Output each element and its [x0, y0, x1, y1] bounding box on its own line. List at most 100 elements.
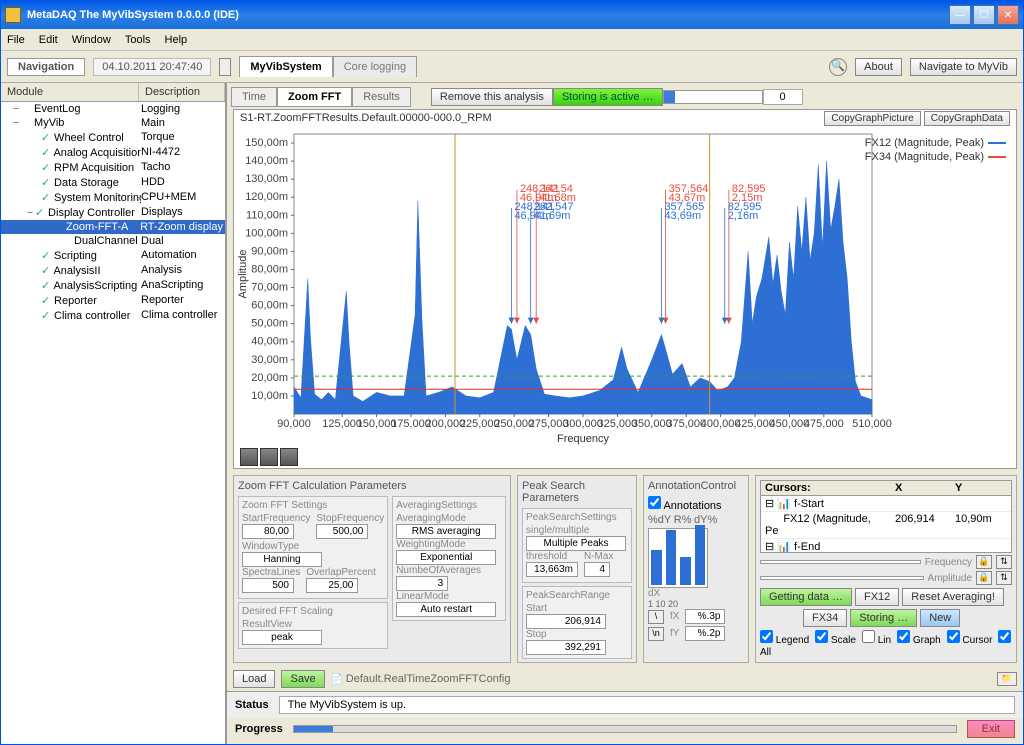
frequency-value [760, 560, 921, 564]
check-lin[interactable]: Lin [862, 635, 891, 646]
tree-row[interactable]: ✓ Data StorageHDD [1, 175, 225, 190]
svg-text:110,00m: 110,00m [246, 209, 288, 221]
crosshair-tool-icon[interactable] [240, 448, 258, 466]
tree-row[interactable]: ✓ ScriptingAutomation [1, 248, 225, 263]
save-button[interactable]: Save [281, 670, 324, 688]
cursors-table[interactable]: Cursors:XY ⊟ 📊 f-Start FX12 (Magnitude, … [760, 480, 1012, 553]
linmode-select[interactable]: Auto restart [396, 602, 496, 617]
weight-label: WeightingMode [396, 539, 502, 550]
tab-myvibsystem[interactable]: MyVibSystem [239, 56, 332, 77]
overlap-input[interactable]: 25,00 [306, 578, 358, 593]
annc-lbl0: %dY [648, 514, 671, 526]
numavg-input[interactable]: 3 [396, 576, 448, 591]
search-icon[interactable]: 🔍 [829, 58, 847, 76]
check-graph[interactable]: Graph [897, 635, 941, 646]
freq-lock-icon[interactable]: 🔒 [976, 555, 992, 569]
tree-body[interactable]: − EventLogLogging− MyVibMain✓ Wheel Cont… [1, 102, 225, 744]
copy-graph-data-button[interactable]: CopyGraphData [924, 111, 1010, 126]
annc-title: AnnotationControl [648, 480, 744, 492]
reset-averaging-button[interactable]: Reset Averaging! [902, 588, 1004, 606]
peak-mode-select[interactable]: Multiple Peaks [526, 536, 626, 551]
folder-icon[interactable]: 📁 [997, 672, 1017, 686]
peak-nmax-input[interactable]: 4 [584, 562, 610, 577]
fx-format-input[interactable]: %.3p [685, 609, 725, 624]
tree-row[interactable]: ✓ ReporterReporter [1, 293, 225, 308]
cursor-row[interactable]: ⊟ 📊 f-Start [761, 496, 1011, 512]
avgmode-select[interactable]: RMS averaging [396, 524, 496, 539]
progress-value: 0 [763, 89, 803, 105]
peak-thresh-input[interactable]: 13,663m [526, 562, 578, 577]
new-button[interactable]: New [920, 609, 960, 627]
exit-button[interactable]: Exit [967, 720, 1015, 738]
fx-lock-icon[interactable]: \ [648, 610, 664, 624]
stopfreq-label: StopFrequency [316, 513, 384, 524]
copy-graph-picture-button[interactable]: CopyGraphPicture [824, 111, 920, 126]
tree-row[interactable]: ✓ System MonitoringCPU+MEM [1, 190, 225, 205]
tree-row[interactable]: ✓ Wheel ControlTorque [1, 130, 225, 145]
svg-text:FX34 (Magnitude, Peak): FX34 (Magnitude, Peak) [865, 151, 984, 163]
menu-edit[interactable]: Edit [39, 34, 58, 46]
peak-start-input[interactable]: 206,914 [526, 614, 606, 629]
peak-stop-input[interactable]: 392,291 [526, 640, 606, 655]
storing-button[interactable]: Storing … [850, 609, 917, 627]
svg-text:50,00m: 50,00m [251, 318, 288, 330]
tree-row[interactable]: ✓ Clima controllerClima controller [1, 308, 225, 323]
nav-control-icon[interactable] [219, 58, 231, 76]
menu-tools[interactable]: Tools [125, 34, 151, 46]
spectralines-input[interactable]: 500 [242, 578, 294, 593]
menu-file[interactable]: File [7, 34, 25, 46]
remove-analysis-button[interactable]: Remove this analysis [431, 88, 553, 106]
zoom-tool-icon[interactable] [260, 448, 278, 466]
storing-active-button[interactable]: Storing is active … [553, 88, 663, 106]
getting-data-button[interactable]: Getting data … [760, 588, 852, 606]
windowtype-select[interactable]: Hanning [242, 552, 322, 567]
tree-row[interactable]: − MyVibMain [1, 116, 225, 130]
svg-text:120,00m: 120,00m [245, 191, 288, 203]
spectrum-chart[interactable]: 10,00m20,00m30,00m40,00m50,00m60,00m70,0… [234, 126, 1012, 446]
menu-help[interactable]: Help [165, 34, 188, 46]
peak-stop-label: Stop [526, 629, 628, 640]
amplitude-label: Amplitude [928, 573, 972, 584]
pan-tool-icon[interactable] [280, 448, 298, 466]
tree-row[interactable]: −✓ Display ControllerDisplays [1, 205, 225, 220]
resultview-select[interactable]: peak [242, 630, 322, 645]
menu-window[interactable]: Window [72, 34, 111, 46]
weight-select[interactable]: Exponential [396, 550, 496, 565]
load-button[interactable]: Load [233, 670, 275, 688]
tree-row[interactable]: − EventLogLogging [1, 102, 225, 116]
tree-row[interactable]: ✓ Analog AcquisitionNI-4472 [1, 145, 225, 160]
startfreq-input[interactable]: 80,00 [242, 524, 294, 539]
cursors-header-y: Y [951, 481, 1001, 495]
subtab-time[interactable]: Time [231, 87, 277, 107]
minimize-button[interactable]: — [949, 5, 971, 25]
fx12-button[interactable]: FX12 [855, 588, 899, 606]
status-strip: Status The MyVibSystem is up. [227, 691, 1023, 718]
subtab-zoom-fft[interactable]: Zoom FFT [277, 87, 352, 107]
tree-row[interactable]: ✓ AnalysisIIAnalysis [1, 263, 225, 278]
cursor-row[interactable]: FX12 (Magnitude, Pe206,91410,90m [761, 512, 1011, 539]
tree-row[interactable]: ✓ AnalysisScriptingAnaScripting [1, 278, 225, 293]
tree-row[interactable]: DualChannel [0]Dual [1, 234, 225, 248]
maximize-button[interactable]: ☐ [973, 5, 995, 25]
fy-format-input[interactable]: %.2p [685, 626, 725, 641]
amp-lock-icon[interactable]: 🔒 [976, 571, 992, 585]
subtab-results[interactable]: Results [352, 87, 411, 107]
tree-row[interactable]: Zoom-FFT-ART-Zoom display [1, 220, 225, 234]
close-button[interactable]: ✕ [997, 5, 1019, 25]
tree-row[interactable]: ✓ RPM AcquisitionTacho [1, 160, 225, 175]
tab-core-logging[interactable]: Core logging [333, 56, 417, 77]
check-scale[interactable]: Scale [815, 635, 856, 646]
main-tabstrip: MyVibSystemCore logging [239, 56, 417, 77]
fy-lock-icon[interactable]: \n [648, 627, 664, 641]
annotations-checkbox[interactable]: Annotations [648, 500, 722, 512]
amp-scale-icon[interactable]: ⇅ [996, 571, 1012, 585]
fx34-button[interactable]: FX34 [803, 609, 847, 627]
freq-scale-icon[interactable]: ⇅ [996, 555, 1012, 569]
about-button[interactable]: About [855, 58, 902, 76]
check-legend[interactable]: Legend [760, 635, 809, 646]
stopfreq-input[interactable]: 500,00 [316, 524, 368, 539]
cursor-row[interactable]: ⊟ 📊 f-End [761, 539, 1011, 553]
navigate-button[interactable]: Navigate to MyVib [910, 58, 1017, 76]
check-cursor[interactable]: Cursor [947, 635, 993, 646]
peak-nmax-label: N-Max [584, 551, 613, 562]
